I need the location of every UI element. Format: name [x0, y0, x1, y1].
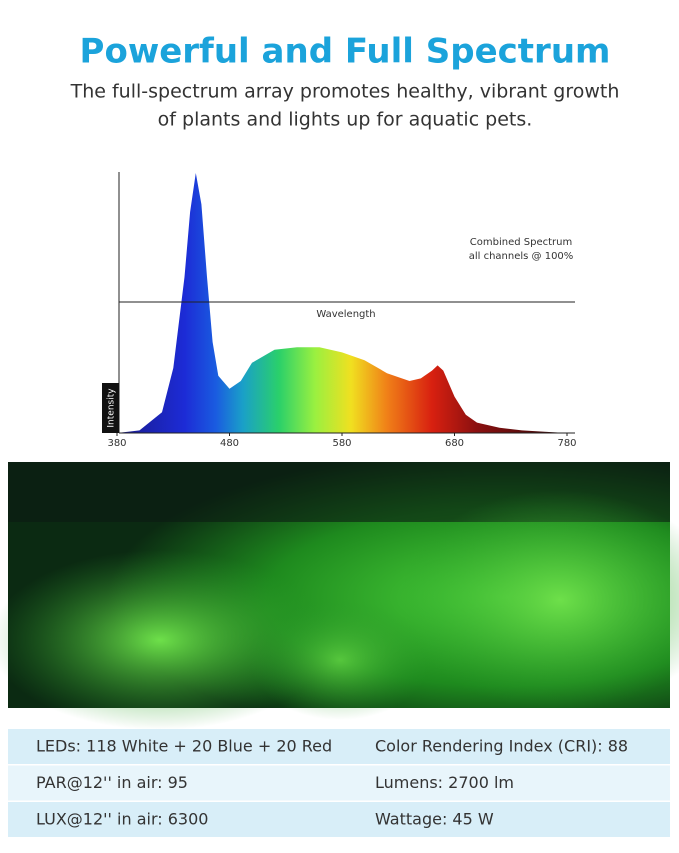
subtitle: of plants and lights up for aquatic pets…	[158, 109, 533, 131]
title: Powerful and Full Spectrum	[80, 32, 611, 72]
spec-row	[8, 802, 670, 837]
y-label-box	[102, 383, 119, 433]
spec-text: Wattage: 45 W	[375, 810, 494, 829]
spec-text: LEDs: 118 White + 20 Blue + 20 Red	[36, 737, 332, 756]
spec-table: LEDs: 118 White + 20 Blue + 20 Red Color …	[8, 729, 670, 837]
spectrum-area	[117, 173, 567, 433]
y-axis-label: Intensity	[107, 388, 117, 428]
x-tick-label: 680	[445, 438, 464, 449]
x-tick-label: 380	[107, 438, 126, 449]
x-tick-label: 580	[332, 438, 351, 449]
spec-text: LUX@12'' in air: 6300	[36, 810, 208, 829]
spectrum-chart: Wavelength Combined Spectrum all channels …	[102, 172, 577, 449]
x-tick-label: 780	[557, 438, 576, 449]
x-axis-label: Wavelength	[316, 309, 375, 320]
spec-row	[8, 729, 670, 764]
photo	[0, 462, 679, 730]
subtitle: The full-spectrum array promotes healthy…	[70, 81, 620, 103]
spec-text: Color Rendering Index (CRI): 88	[375, 737, 628, 756]
annotation: Combined Spectrum	[470, 237, 572, 248]
annotation: all channels @ 100%	[469, 251, 574, 262]
x-tick-label: 480	[220, 438, 239, 449]
spec-text: Lumens: 2700 lm	[375, 773, 514, 792]
spec-row	[8, 765, 670, 801]
spec-text: PAR@12'' in air: 95	[36, 773, 188, 792]
